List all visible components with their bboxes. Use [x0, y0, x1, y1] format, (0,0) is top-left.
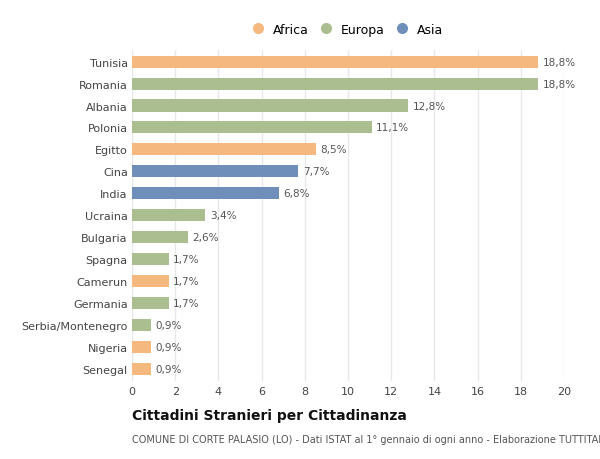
Text: 18,8%: 18,8% [542, 79, 575, 90]
Text: COMUNE DI CORTE PALASIO (LO) - Dati ISTAT al 1° gennaio di ogni anno - Elaborazi: COMUNE DI CORTE PALASIO (LO) - Dati ISTA… [132, 434, 600, 444]
Bar [132, 78, 538, 90]
Text: Cittadini Stranieri per Cittadinanza: Cittadini Stranieri per Cittadinanza [132, 409, 407, 422]
Text: 7,7%: 7,7% [302, 167, 329, 177]
Bar [132, 56, 538, 68]
Text: 1,7%: 1,7% [173, 298, 200, 308]
Text: 6,8%: 6,8% [283, 189, 310, 199]
Text: 3,4%: 3,4% [210, 211, 236, 221]
Bar [132, 210, 205, 222]
Text: 0,9%: 0,9% [156, 342, 182, 352]
Bar [132, 166, 298, 178]
Text: 1,7%: 1,7% [173, 254, 200, 264]
Text: 0,9%: 0,9% [156, 364, 182, 374]
Bar [132, 363, 151, 375]
Bar [132, 253, 169, 265]
Bar [132, 232, 188, 244]
Text: 0,9%: 0,9% [156, 320, 182, 330]
Text: 8,5%: 8,5% [320, 145, 346, 155]
Text: 2,6%: 2,6% [193, 233, 219, 243]
Bar [132, 275, 169, 287]
Text: 1,7%: 1,7% [173, 276, 200, 286]
Bar [132, 144, 316, 156]
Bar [132, 122, 372, 134]
Legend: Africa, Europa, Asia: Africa, Europa, Asia [249, 20, 447, 41]
Bar [132, 319, 151, 331]
Bar [132, 297, 169, 309]
Bar [132, 341, 151, 353]
Text: 18,8%: 18,8% [542, 57, 575, 67]
Text: 12,8%: 12,8% [413, 101, 446, 111]
Bar [132, 100, 409, 112]
Bar [132, 188, 279, 200]
Text: 11,1%: 11,1% [376, 123, 409, 133]
